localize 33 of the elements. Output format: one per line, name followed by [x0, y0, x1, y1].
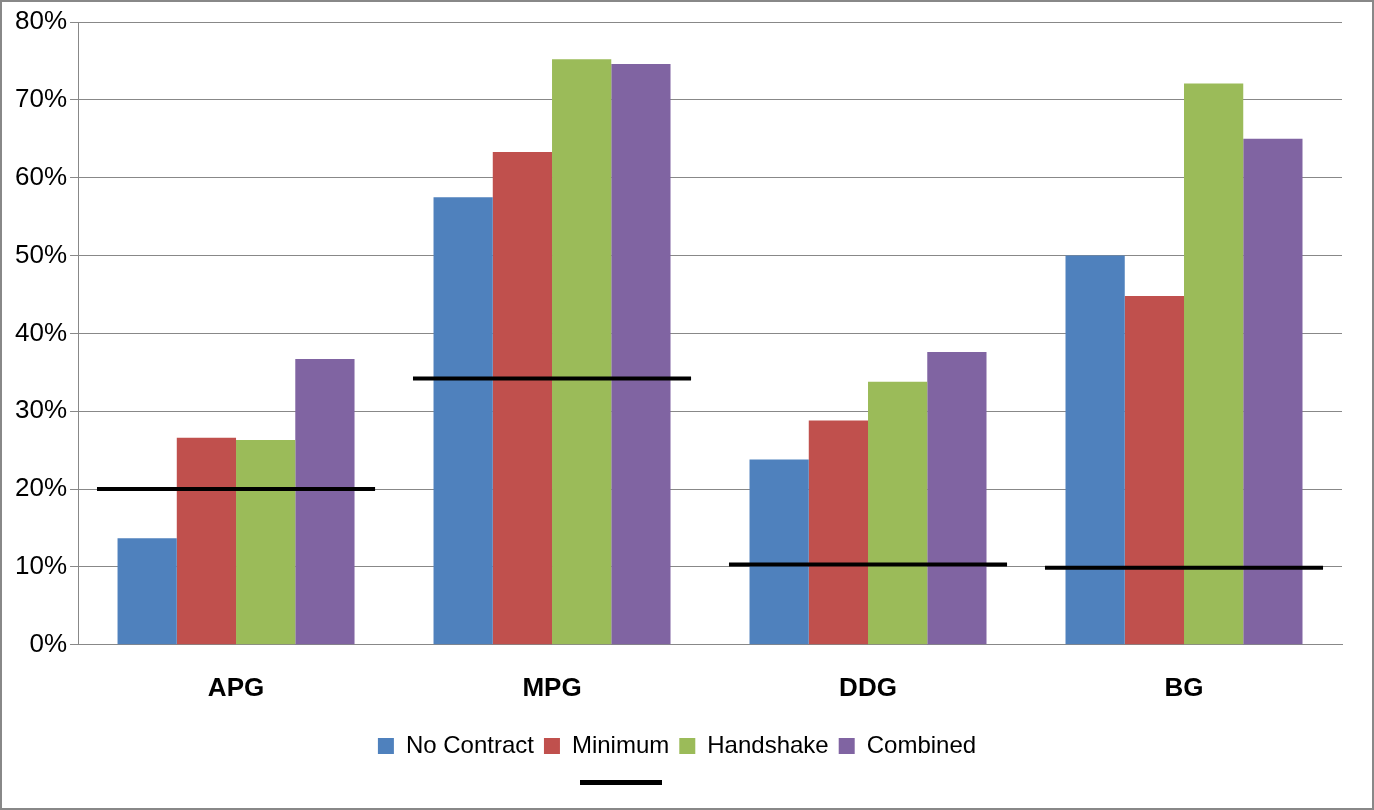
bar: [176, 437, 237, 645]
y-tick-label: 30%: [14, 394, 68, 425]
bar: [1184, 83, 1244, 645]
bar: [808, 420, 869, 645]
y-tick-label: 50%: [14, 238, 68, 269]
y-tick-label: 70%: [14, 83, 68, 114]
y-tick-label: 0%: [29, 627, 68, 658]
bar: [611, 64, 671, 645]
legend-label: No Contract: [405, 730, 535, 758]
bar: [117, 538, 177, 645]
bar: [868, 381, 928, 645]
bar: [1065, 255, 1125, 645]
x-tick-label: APG: [207, 671, 265, 702]
bar: [552, 59, 612, 645]
bar: [295, 359, 355, 645]
bar: [1124, 296, 1185, 645]
bar: [749, 459, 809, 645]
x-tick-label: MPG: [522, 671, 582, 702]
bar: [927, 352, 987, 645]
y-tick-label: 80%: [14, 5, 68, 36]
y-tick-label: 10%: [14, 550, 68, 581]
x-tick-label: BG: [1164, 671, 1204, 702]
y-tick-label: 40%: [14, 316, 68, 347]
legend-label: Combined: [866, 730, 977, 758]
bar: [1243, 138, 1303, 645]
bar: [236, 440, 296, 645]
y-tick-label: 20%: [14, 472, 68, 503]
bar: [492, 152, 553, 645]
legend-label: Minimum: [571, 730, 670, 758]
legend-label: Handshake: [707, 730, 829, 758]
x-tick-label: DDG: [839, 671, 897, 702]
bar: [433, 197, 493, 645]
y-tick-label: 60%: [14, 160, 68, 191]
